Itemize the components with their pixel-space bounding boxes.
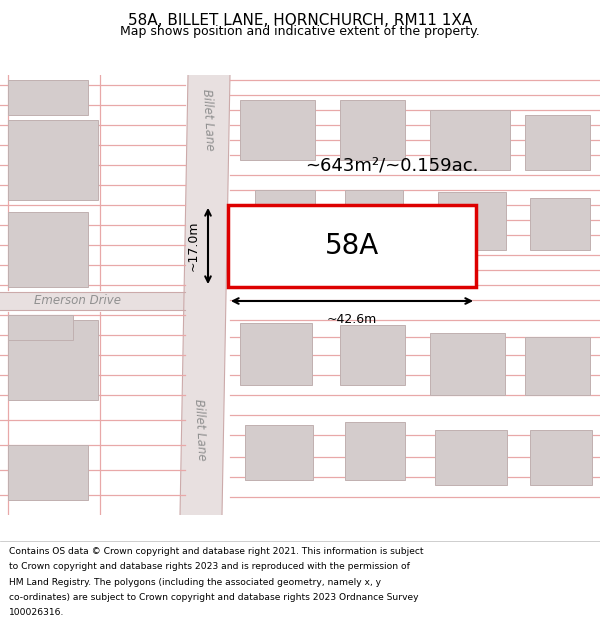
Text: ~17.0m: ~17.0m <box>187 221 200 271</box>
Text: ~643m²/~0.159ac.: ~643m²/~0.159ac. <box>305 156 479 174</box>
Bar <box>525 115 590 170</box>
Bar <box>8 320 98 400</box>
Text: to Crown copyright and database rights 2023 and is reproduced with the permissio: to Crown copyright and database rights 2… <box>9 562 410 571</box>
Bar <box>8 120 98 200</box>
Bar <box>8 315 73 340</box>
Bar <box>345 422 405 480</box>
Bar <box>245 425 313 480</box>
Bar <box>8 445 88 500</box>
Bar <box>240 323 312 385</box>
Bar <box>430 333 505 395</box>
Bar <box>340 325 405 385</box>
Bar <box>435 430 507 485</box>
Polygon shape <box>180 75 230 515</box>
Text: 100026316.: 100026316. <box>9 608 64 617</box>
Bar <box>530 430 592 485</box>
Text: Billet Lane: Billet Lane <box>200 89 216 151</box>
Bar <box>240 100 315 160</box>
Text: co-ordinates) are subject to Crown copyright and database rights 2023 Ordnance S: co-ordinates) are subject to Crown copyr… <box>9 592 419 602</box>
Text: Emerson Drive: Emerson Drive <box>35 294 121 308</box>
Bar <box>530 198 590 250</box>
Bar <box>255 190 315 245</box>
Bar <box>8 212 88 287</box>
Bar <box>438 192 506 250</box>
Text: ~42.6m: ~42.6m <box>327 313 377 326</box>
Bar <box>430 110 510 170</box>
Bar <box>228 205 476 287</box>
Text: Map shows position and indicative extent of the property.: Map shows position and indicative extent… <box>120 26 480 39</box>
Text: 58A, BILLET LANE, HORNCHURCH, RM11 1XA: 58A, BILLET LANE, HORNCHURCH, RM11 1XA <box>128 12 472 28</box>
Text: Contains OS data © Crown copyright and database right 2021. This information is : Contains OS data © Crown copyright and d… <box>9 548 424 556</box>
Bar <box>345 190 403 245</box>
Bar <box>340 100 405 160</box>
Bar <box>525 337 590 395</box>
Text: HM Land Registry. The polygons (including the associated geometry, namely x, y: HM Land Registry. The polygons (includin… <box>9 578 381 586</box>
Bar <box>8 80 88 115</box>
Polygon shape <box>0 292 185 310</box>
Text: 58A: 58A <box>325 232 379 260</box>
Text: Billet Lane: Billet Lane <box>192 399 208 461</box>
